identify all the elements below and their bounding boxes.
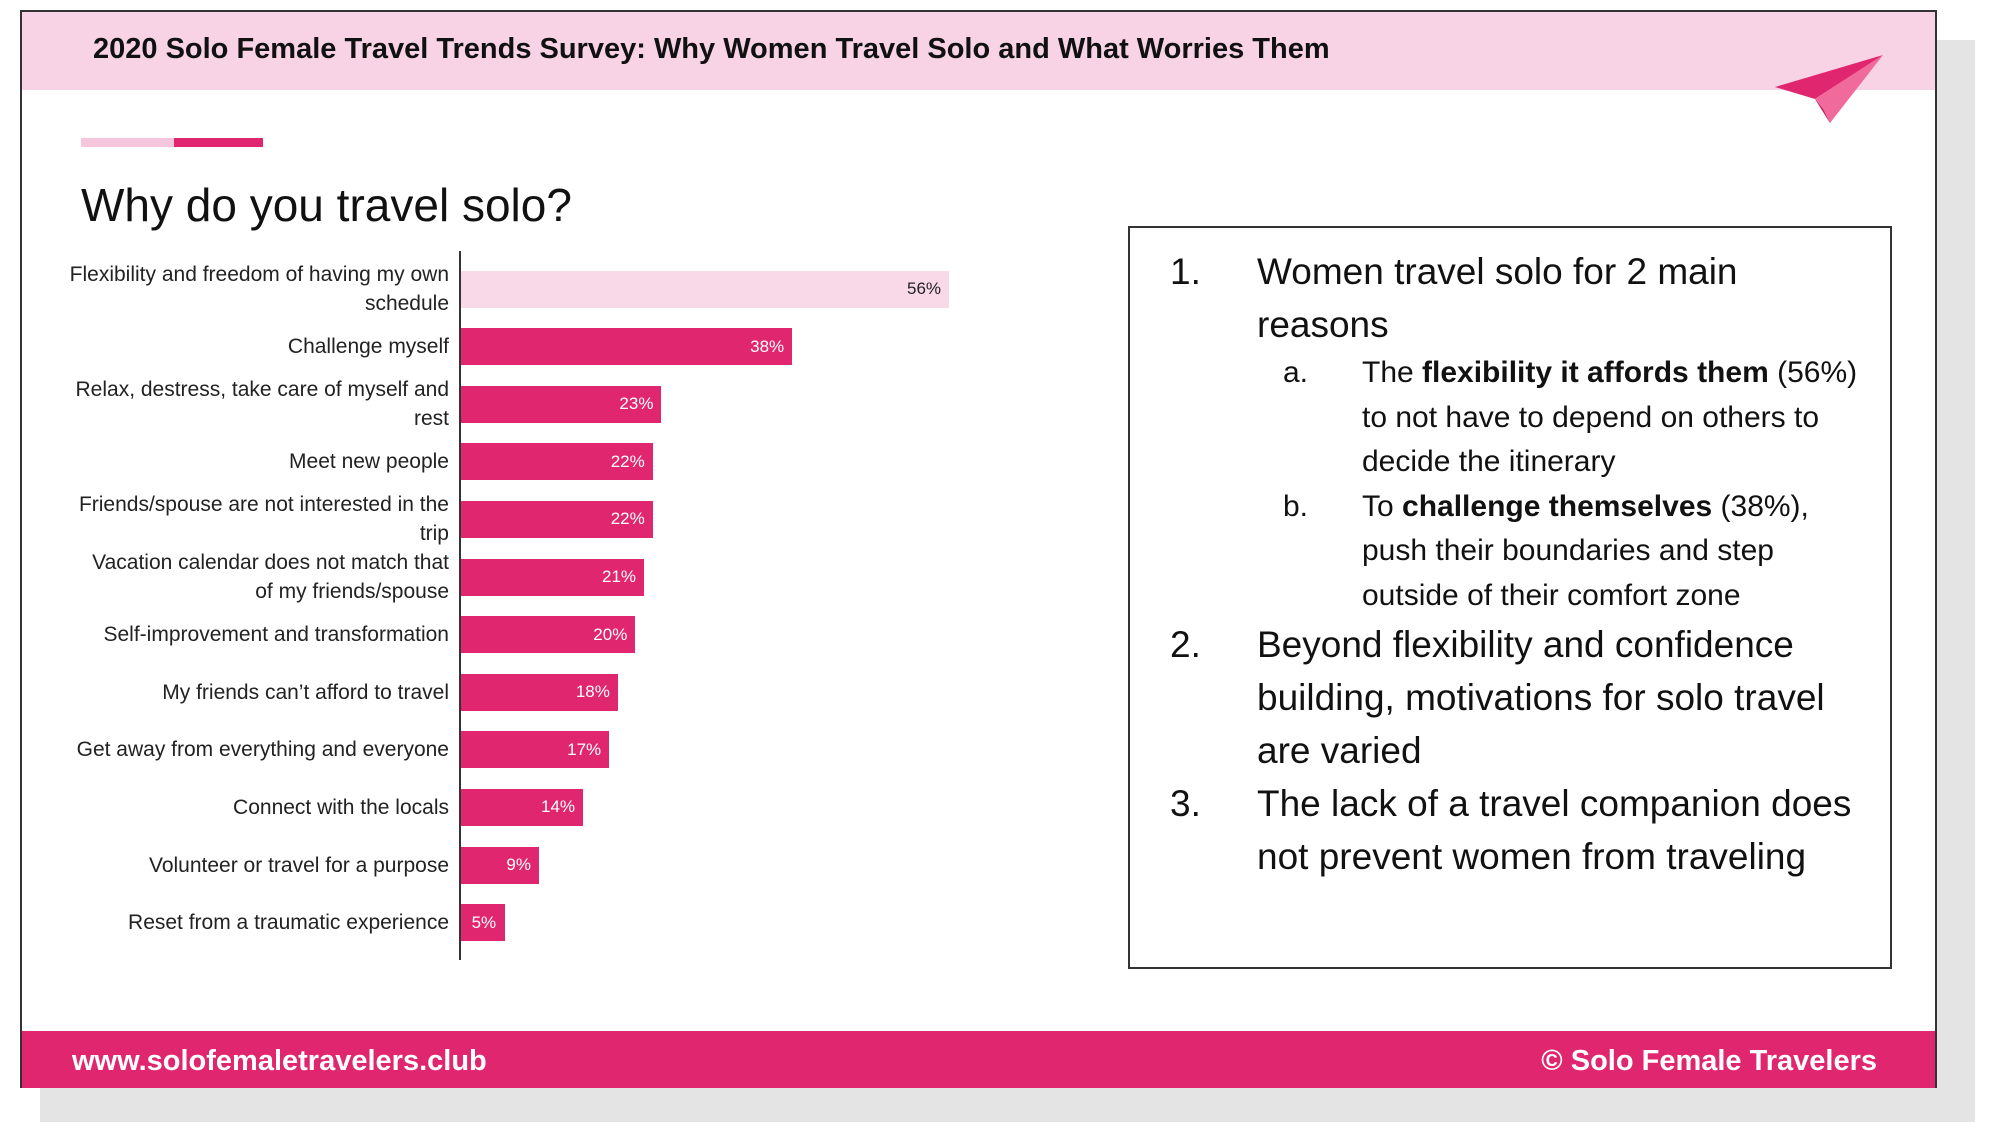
bar (461, 904, 505, 942)
note-subitem: b. To challenge themselves (38%), push th… (1283, 485, 1870, 619)
text-run: (38%), push their boundaries and step ou… (1362, 489, 1818, 612)
note-text: The lack of a travel companion does not … (1257, 783, 1852, 877)
subitem-marker: b. (1283, 489, 1309, 523)
category-label: My friends can’t afford to travel (162, 680, 449, 704)
category-label: Reset from a traumatic experience (128, 911, 449, 935)
note-text: Beyond flexibility and confidence buildi… (1257, 624, 1825, 771)
subitem-marker: a. (1283, 356, 1309, 389)
category-label: Volunteer or travel for a purpose (148, 853, 449, 877)
notes-box (1128, 226, 1892, 969)
value-label: 5% (471, 912, 497, 932)
category-label: Get away from everything and everyone (76, 738, 449, 762)
bar (461, 500, 653, 538)
value-label: 18% (575, 682, 610, 702)
value-label: 22% (610, 509, 645, 529)
text-run: (56%) to not have to depend on others to… (1362, 356, 1866, 478)
subitem-text: The flexibility it affords them (56%) to… (1362, 351, 1870, 485)
value-label: 17% (567, 739, 602, 759)
note-marker: 2. (1170, 624, 1201, 665)
note-item: 1. Women travel solo for 2 main reasons (1170, 245, 1870, 351)
paper-plane-icon (1775, 55, 1883, 123)
bar (461, 385, 662, 423)
value-label: 9% (506, 855, 531, 874)
value-label: 14% (541, 797, 576, 817)
note-item: 3. The lack of a travel companion does no… (1170, 777, 1870, 883)
value-label: 38% (750, 336, 785, 356)
text-run: flexibility it affords them (1422, 356, 1769, 389)
bar (461, 270, 949, 308)
bar (461, 788, 583, 826)
chart-title: Why do you travel solo? (81, 179, 572, 231)
value-label: 56% (907, 279, 942, 298)
bar (461, 846, 540, 884)
bar (461, 731, 610, 769)
header-title: 2020 Solo Female Travel Trends Survey: W… (93, 33, 1330, 65)
footer-copyright: © Solo Female Travelers (1541, 1045, 1877, 1077)
note-marker: 1. (1170, 251, 1201, 292)
bar (461, 616, 636, 654)
subitem-text: To challenge themselves (38%), push thei… (1362, 485, 1870, 619)
category-label: Self-improvement and transformation (103, 623, 450, 647)
value-label: 22% (610, 451, 645, 471)
note-text: Women travel solo for 2 main reasons (1257, 251, 1738, 345)
text-run: The (1362, 356, 1423, 389)
text-run: To (1362, 489, 1403, 523)
accent-line (174, 138, 263, 147)
accent-line (81, 138, 174, 147)
header-band (22, 12, 1935, 90)
category-label: Challenge myself (287, 335, 449, 359)
bar (461, 673, 618, 711)
note-item: 2. Beyond flexibility and confidence buil… (1170, 618, 1870, 777)
category-label: Flexibility and freedom of having my own… (69, 263, 449, 315)
footer-band (22, 1031, 1935, 1088)
bar (461, 328, 793, 366)
text-run: challenge themselves (1402, 489, 1713, 523)
category-label: Connect with the locals (233, 795, 449, 819)
notes-list: 1. Women travel solo for 2 main reasons a.… (1170, 245, 1870, 883)
note-marker: 3. (1170, 783, 1201, 824)
footer-url: www.solofemaletravelers.club (72, 1045, 487, 1077)
category-label: Vacation calendar does not match that of… (92, 551, 449, 603)
value-label: 23% (619, 394, 654, 414)
axis-line (459, 251, 461, 960)
slide (20, 10, 1937, 1088)
category-label: Meet new people (289, 450, 449, 474)
category-label: Relax, destress, take care of myself and… (75, 378, 450, 431)
bar (461, 558, 644, 596)
bar (461, 443, 653, 481)
note-subitem: a. The flexibility it affords them (56%) … (1283, 351, 1870, 485)
value-label: 21% (602, 567, 637, 586)
category-label: Friends/spouse are not interested in the… (78, 493, 449, 546)
value-label: 20% (593, 624, 628, 644)
